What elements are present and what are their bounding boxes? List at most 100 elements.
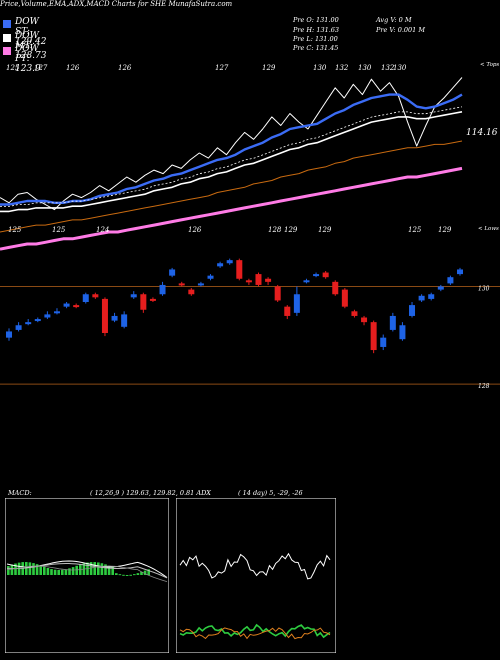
candle: [265, 277, 272, 285]
candle: [293, 286, 300, 316]
legend-swatch-st: [3, 20, 11, 28]
candle-body: [380, 337, 387, 347]
candle: [409, 302, 416, 318]
macd-histogram-bar: [50, 569, 53, 575]
candle-body: [73, 305, 80, 308]
candle: [418, 294, 425, 302]
macd-histogram-bar: [100, 563, 104, 575]
candle-body: [178, 283, 185, 286]
legend-label-pt: DOW PT: 123.9: [15, 44, 41, 74]
candle-body: [303, 280, 310, 283]
candle: [226, 258, 233, 265]
macd-params: ( 12,26,9 ) 129.63, 129.82, 0.81 ADX: [90, 489, 211, 497]
price-ref-label: 130: [478, 286, 490, 293]
macd-histogram-bar: [93, 562, 96, 575]
candle-body: [44, 314, 51, 318]
adx-panel: [176, 498, 336, 653]
macd-histogram-bar: [57, 569, 60, 575]
upper-tick-label: 130: [393, 64, 407, 72]
candle: [370, 320, 377, 354]
upper-tick-label: 130: [358, 64, 372, 72]
candle: [34, 317, 41, 323]
candle: [389, 312, 396, 332]
price-ref-label: 128: [478, 383, 490, 390]
lower-tick-label: 124: [96, 226, 109, 234]
candle-body: [169, 269, 176, 276]
candle: [380, 334, 387, 351]
legend-swatch-mt: [3, 34, 11, 42]
candle-body: [322, 272, 329, 278]
macd-histogram-bar: [35, 564, 39, 575]
candle-body: [149, 298, 156, 301]
avg-volume: Avg V: 0 M: [376, 16, 412, 24]
macd-histogram-bar: [107, 565, 111, 575]
lower-tick-label: 125: [408, 226, 422, 234]
candle-body: [245, 280, 252, 283]
candle-body: [121, 314, 128, 327]
candle: [140, 292, 147, 313]
series-line-ema_long: [0, 140, 463, 233]
candle: [25, 319, 32, 326]
candle: [457, 267, 463, 276]
macd-histogram-bar: [125, 574, 129, 576]
candle: [207, 274, 214, 281]
candle-body: [274, 286, 281, 301]
macd-histogram-bar: [46, 568, 50, 575]
candle-body: [418, 295, 425, 301]
macd-histogram-bar: [143, 570, 147, 575]
lower-tick-label: 129: [284, 226, 298, 234]
series-line-ema_short: [0, 93, 463, 206]
candle-body: [15, 325, 22, 330]
candle: [236, 258, 243, 281]
legend-label-mt: DOW MT: 128.73: [15, 31, 47, 61]
macd-histogram-bar: [129, 574, 132, 576]
candle: [92, 292, 99, 299]
macd-histogram-bar: [111, 566, 114, 575]
macd-histogram-bar: [75, 565, 78, 575]
macd-histogram-bar: [133, 574, 136, 576]
candle: [6, 328, 12, 341]
candle-body: [255, 274, 262, 285]
right-label-lows: < Lows: [478, 226, 499, 232]
legend-swatch-pt: [3, 47, 11, 55]
candle: [399, 322, 406, 341]
candle-body: [130, 294, 137, 298]
upper-tick-label: 126: [118, 64, 132, 72]
candle-body: [265, 278, 272, 282]
candle: [447, 275, 454, 285]
macd-histogram-bar: [122, 574, 125, 576]
upper-tick-label: 126: [66, 64, 80, 72]
candle: [217, 261, 224, 268]
macd-histogram-bar: [28, 562, 32, 575]
candle-body: [217, 263, 224, 267]
candle: [178, 281, 185, 287]
upper-tick-label: 132: [335, 64, 349, 72]
candle: [437, 284, 444, 292]
candle: [361, 315, 368, 326]
candle-body: [313, 274, 320, 277]
macd-histogram-bar: [118, 574, 122, 576]
macd-histogram-bar: [14, 563, 17, 575]
candle: [332, 280, 339, 296]
series-line-ema_mid: [0, 111, 463, 213]
candle-body: [207, 275, 214, 279]
candle-body: [293, 294, 300, 313]
candle-body: [6, 331, 12, 338]
candle: [15, 322, 22, 332]
upper-tick-label: 125: [6, 64, 20, 72]
candle: [130, 291, 137, 299]
candle: [63, 302, 70, 309]
candle: [121, 311, 128, 329]
macd-histogram-bar: [39, 565, 42, 575]
minus-di-line: [179, 627, 331, 640]
candle-body: [226, 260, 233, 264]
macd-panel: [5, 498, 169, 653]
candle-body: [284, 306, 291, 316]
macd-signal-line: [6, 563, 168, 579]
candle-body: [351, 311, 358, 316]
candle: [284, 305, 291, 320]
macd-histogram-bar: [89, 562, 93, 575]
macd-histogram-bar: [10, 564, 14, 575]
macd-histogram-bar: [71, 567, 75, 575]
pre-low: Pre L: 131.00: [293, 35, 338, 43]
